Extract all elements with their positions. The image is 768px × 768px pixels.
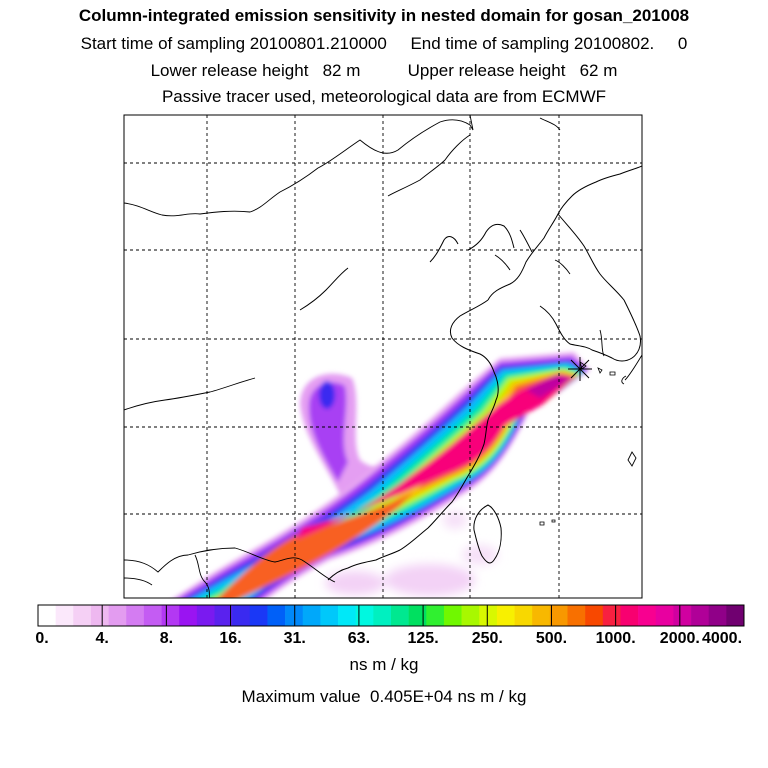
low-sensitivity-patches: [325, 511, 498, 596]
colorbar-swatch: [232, 605, 251, 626]
colorbar-swatch: [496, 605, 515, 626]
colorbar-tick-label: 1000.: [595, 630, 636, 647]
colorbar-tick-label: 63.: [347, 630, 371, 647]
colorbar-swatch: [620, 605, 639, 626]
colorbar-swatch: [108, 605, 127, 626]
colorbar-swatch: [179, 605, 198, 626]
graticule: [124, 115, 642, 598]
colorbar-swatch: [602, 605, 621, 626]
colorbar-swatch: [708, 605, 727, 626]
colorbar-swatch: [126, 605, 145, 626]
colorbar-tick-label: 4.: [95, 630, 109, 647]
colorbar-tick-label: 8.: [159, 630, 174, 647]
colorbar-swatch: [55, 605, 74, 626]
colorbar-swatch: [73, 605, 92, 626]
taiwan-island: [473, 504, 502, 564]
tracer-info-line: Passive tracer used, meteorological data…: [161, 87, 607, 106]
colorbar-tick-label: 125.: [407, 630, 439, 647]
colorbar-swatch: [90, 605, 109, 626]
colorbar-swatch: [196, 605, 215, 626]
small-islands: [539, 361, 616, 526]
colorbar-tick-label: 4000.: [701, 630, 743, 647]
colorbar-swatch: [673, 605, 692, 626]
colorbar-tick-label: 0.: [35, 630, 49, 647]
colorbar-swatch: [655, 605, 674, 626]
colorbar-swatch: [567, 605, 586, 626]
colorbar-swatch: [338, 605, 356, 626]
colorbar-swatch: [214, 605, 233, 626]
colorbar-swatch: [161, 605, 180, 626]
colorbar-swatch: [302, 605, 321, 626]
colorbar-swatch: [38, 605, 56, 626]
colorbar-swatch: [514, 605, 533, 626]
colorbar-tick-label: 250.: [471, 630, 503, 647]
colorbar-swatch: [479, 605, 498, 626]
receptor-marker: [568, 357, 592, 381]
colorbar-swatch: [549, 605, 568, 626]
map-frame: [123, 114, 643, 599]
coastlines: [124, 115, 642, 598]
colorbar-swatch: [249, 605, 268, 626]
colorbar-swatch: [267, 605, 286, 626]
colorbar-swatch: [443, 605, 462, 626]
colorbar-tick-label: 2000.: [659, 630, 700, 647]
colorbar-tick-label: 16.: [219, 630, 242, 647]
maximum-value-text: Maximum value 0.405E+04 ns m / kg: [241, 687, 527, 706]
release-height-line: Lower release height 82 m Upper release …: [150, 61, 618, 80]
colorbar: [37, 604, 745, 627]
coastline-mainland: [299, 165, 642, 581]
map-area: [124, 115, 642, 598]
plot-title: Column-integrated emission sensitivity i…: [78, 6, 690, 25]
colorbar-swatch: [585, 605, 604, 626]
colorbar-swatch: [408, 605, 427, 626]
colorbar-swatch: [638, 605, 657, 626]
colorbar-swatch: [355, 605, 374, 626]
colorbar-swatch: [320, 605, 339, 626]
colorbar-tick-label: 500.: [535, 630, 568, 647]
colorbar-tick-label: 31.: [283, 630, 306, 647]
colorbar-swatch: [461, 605, 480, 626]
colorbar-swatch: [426, 605, 445, 626]
colorbar-unit: ns m / kg: [349, 655, 419, 674]
colorbar-swatch: [143, 605, 162, 626]
colorbar-swatch: [373, 605, 392, 626]
colorbar-swatch: [285, 605, 304, 626]
colorbar-border: [37, 604, 745, 627]
colorbar-swatch: [691, 605, 709, 626]
colorbar-swatch: [726, 605, 745, 626]
colorbar-swatch: [391, 605, 409, 626]
sampling-time-line: Start time of sampling 20100801.210000 E…: [80, 34, 688, 53]
colorbar-swatch: [532, 605, 551, 626]
